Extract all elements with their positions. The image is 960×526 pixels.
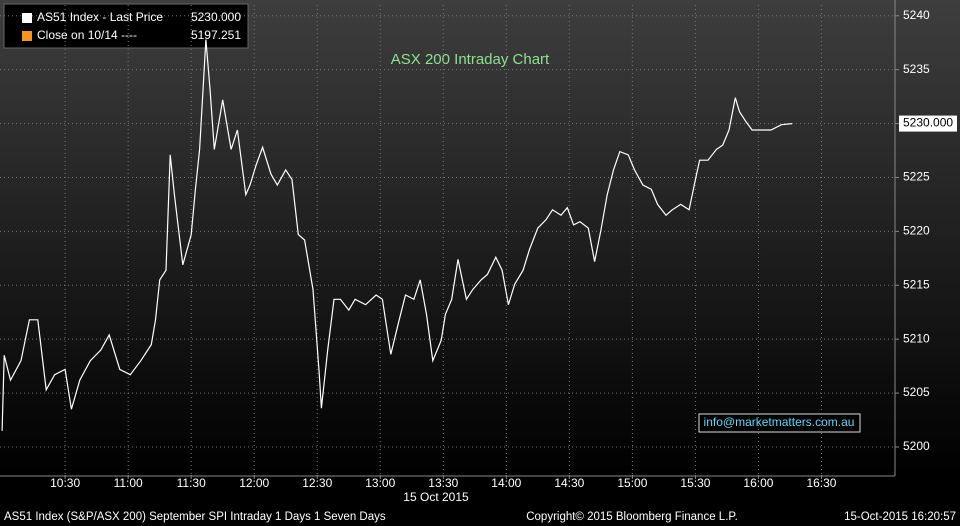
annotation-box xyxy=(698,413,861,433)
y-tick-label: 5205 xyxy=(903,385,930,399)
x-tick-label: 14:00 xyxy=(491,476,521,490)
legend-label: AS51 Index - Last Price xyxy=(37,10,163,24)
y-tick-label: 5210 xyxy=(903,331,930,345)
y-tick-label: 5200 xyxy=(903,439,930,453)
footer-left: AS51 Index (S&P/ASX 200) September SPI I… xyxy=(4,511,386,523)
annotation: info@marketmatters.com.au xyxy=(704,415,855,429)
footer-right: 15-Oct-2015 16:20:57 xyxy=(844,511,956,523)
legend-value: 5197.251 xyxy=(191,28,241,42)
plot-background xyxy=(0,0,960,476)
y-tick-label: 5240 xyxy=(903,8,930,22)
y-tick-label: 5215 xyxy=(903,277,930,291)
legend-box xyxy=(3,3,249,49)
x-tick-label: 11:30 xyxy=(177,476,206,490)
x-tick-label: 16:00 xyxy=(743,476,773,490)
y-tick-label: 5235 xyxy=(903,62,930,76)
x-tick-label: 10:30 xyxy=(50,476,80,490)
plot: 52005205521052155220522552305235524010:3… xyxy=(0,5,957,490)
legend-label: Close on 10/14 ---- xyxy=(37,28,137,42)
last-price-tag xyxy=(899,115,957,132)
x-tick-label: 15:30 xyxy=(680,476,710,490)
legend-swatch xyxy=(22,13,32,23)
x-tick-label: 14:30 xyxy=(554,476,584,490)
x-axis-label: 15 Oct 2015 xyxy=(403,490,469,504)
last-price-label: 5230.000 xyxy=(903,116,953,130)
x-tick-label: 15:00 xyxy=(617,476,647,490)
x-tick-label: 12:30 xyxy=(302,476,332,490)
y-tick-label: 5220 xyxy=(903,224,930,238)
legend-swatch xyxy=(22,31,32,41)
y-tick-label: 5225 xyxy=(903,170,930,184)
chart-title: ASX 200 Intraday Chart xyxy=(391,51,550,68)
x-tick-label: 13:30 xyxy=(428,476,458,490)
x-tick-label: 13:00 xyxy=(365,476,395,490)
price-line xyxy=(1,39,793,431)
x-tick-label: 11:00 xyxy=(114,476,143,490)
legend-value: 5230.000 xyxy=(191,10,241,24)
x-tick-label: 12:00 xyxy=(239,476,269,490)
footer-center: Copyright© 2015 Bloomberg Finance L.P. xyxy=(526,511,738,523)
x-tick-label: 16:30 xyxy=(806,476,836,490)
